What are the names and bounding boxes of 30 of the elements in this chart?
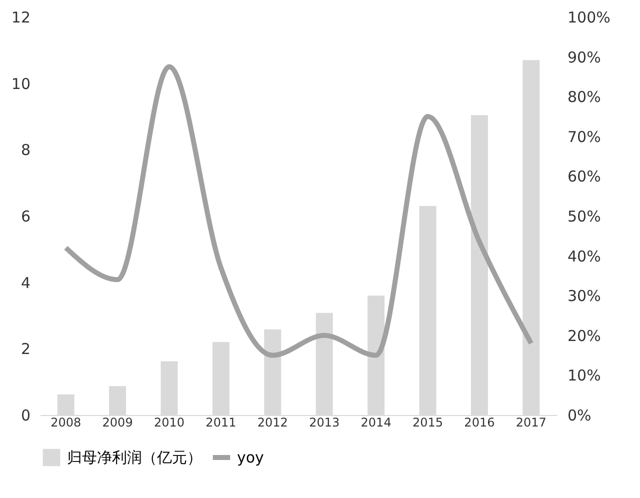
y2-tick-label: 0% <box>568 406 592 424</box>
y-tick-label: 6 <box>20 208 30 226</box>
y2-tick-label: 60% <box>568 168 601 186</box>
y-tick-label: 10 <box>11 74 30 93</box>
y-tick-label: 12 <box>11 8 30 26</box>
y-tick-label: 2 <box>20 340 30 358</box>
y2-tick-label: 30% <box>568 287 601 306</box>
legend-label: 归母净利润（亿元） <box>67 448 202 466</box>
y2-tick-label: 50% <box>568 208 601 226</box>
y-tick-label: 4 <box>20 274 30 292</box>
x-tick-label: 2015 <box>412 416 444 430</box>
x-tick-label: 2014 <box>360 416 392 430</box>
x-tick-label: 2011 <box>206 416 236 430</box>
y2-tick-label: 20% <box>568 326 601 345</box>
y2-tick-label: 40% <box>568 247 601 266</box>
y-tick-label: 0 <box>20 406 30 424</box>
y2-tick-label: 90% <box>568 48 601 66</box>
x-tick-label: 2017 <box>516 416 546 430</box>
x-tick-label: 2010 <box>154 416 185 430</box>
x-tick-label: 2008 <box>50 416 82 430</box>
y2-tick-label: 70% <box>568 128 601 146</box>
y2-tick-label: 100% <box>568 8 610 26</box>
legend-label: yoy <box>237 448 264 466</box>
y2-tick-label: 10% <box>568 366 601 385</box>
x-tick-label: 2012 <box>257 416 288 430</box>
x-tick-label: 2016 <box>464 416 495 430</box>
y-tick-label: 8 <box>20 141 30 160</box>
x-tick-label: 2013 <box>309 416 340 430</box>
y2-tick-label: 80% <box>568 88 601 106</box>
x-tick-label: 2009 <box>102 416 133 430</box>
